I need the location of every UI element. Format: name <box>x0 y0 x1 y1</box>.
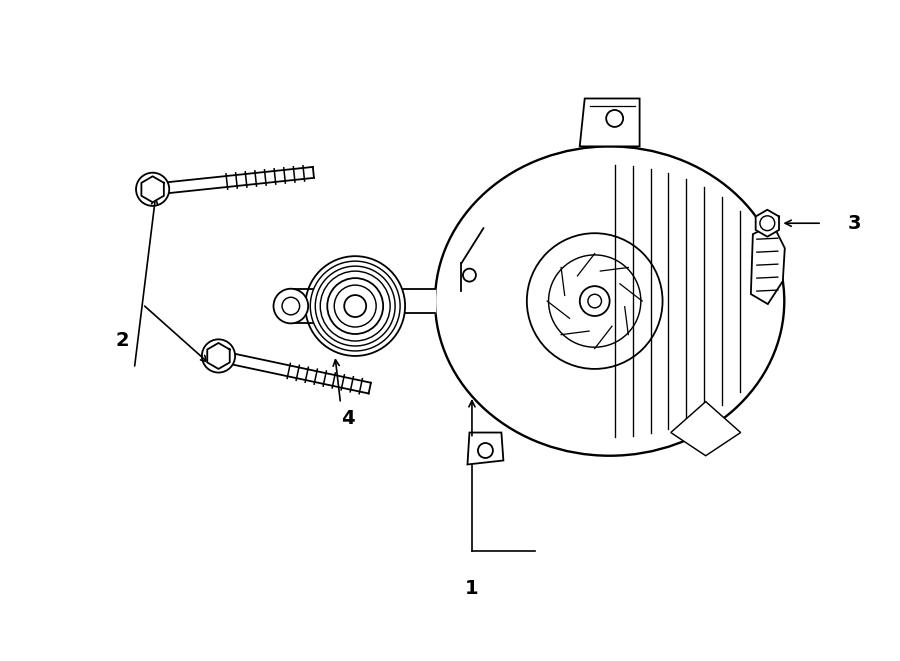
Polygon shape <box>751 224 785 304</box>
Polygon shape <box>207 343 230 369</box>
Polygon shape <box>670 402 741 455</box>
Circle shape <box>580 286 609 316</box>
Polygon shape <box>580 98 640 146</box>
Circle shape <box>607 110 623 127</box>
Text: 4: 4 <box>341 409 355 428</box>
Polygon shape <box>387 289 435 313</box>
Polygon shape <box>467 432 503 465</box>
Circle shape <box>274 289 308 323</box>
Text: 3: 3 <box>848 214 861 233</box>
Text: 2: 2 <box>116 331 130 350</box>
Polygon shape <box>756 210 779 237</box>
Ellipse shape <box>435 146 784 455</box>
Circle shape <box>344 295 366 317</box>
Circle shape <box>328 278 383 334</box>
Circle shape <box>463 268 476 282</box>
Text: 1: 1 <box>465 579 479 598</box>
Polygon shape <box>141 176 164 202</box>
Circle shape <box>305 256 405 356</box>
Circle shape <box>478 443 493 458</box>
